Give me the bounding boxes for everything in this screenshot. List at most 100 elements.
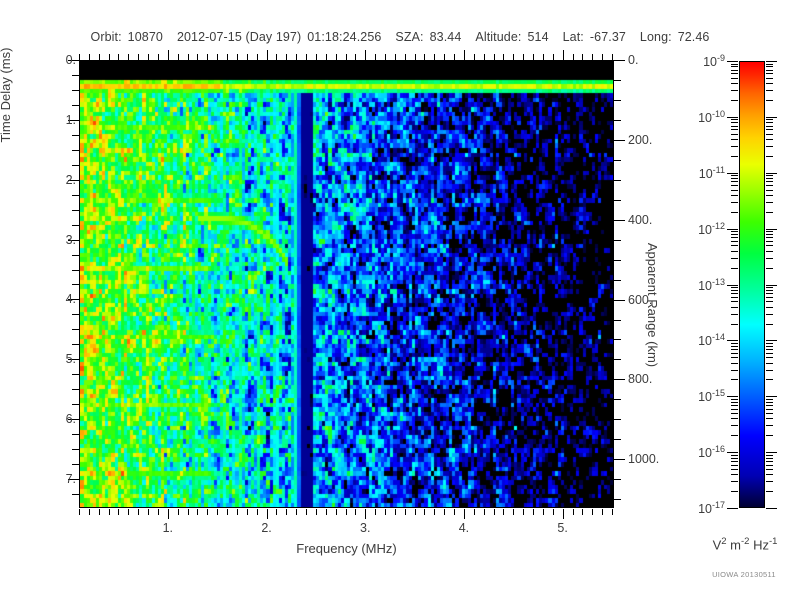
colorbar-tick [731,66,738,68]
colorbar-tick [766,181,773,183]
axis-tick [306,54,308,60]
colorbar-tick [766,257,773,259]
axis-tick [614,179,621,181]
axis-tick [72,254,79,256]
axis-tick-label: 0. [65,53,76,67]
axis-tick [79,54,80,60]
colorbar-tick [731,211,738,213]
axis-tick [552,509,554,515]
axis-tick-label: 3. [360,521,371,535]
axis-tick [296,509,298,515]
colorbar-tick [766,340,777,342]
sza-label: SZA: [395,30,424,44]
colorbar-tick [766,119,773,121]
colorbar-tick [766,362,773,364]
axis-tick [72,404,79,406]
axis-tick [72,284,79,286]
axis-tick-label: 4. [65,292,76,307]
axis-tick-label: 7. [65,472,76,487]
observation-date: 2012-07-15 (Day 197) [176,30,302,44]
colorbar-tick [766,460,773,462]
colorbar-tick [731,349,738,351]
colorbar-tick [731,313,738,315]
colorbar-tick [731,454,738,456]
credit-text: UIOWA 20130511 [712,570,776,579]
axis-tick [384,509,386,515]
colorbar-tick [731,257,738,259]
axis-tick [513,54,515,60]
axis-tick [72,134,79,136]
axis-tick [325,509,327,515]
colorbar-tick [766,125,773,127]
axis-tick [562,50,564,60]
colorbar-tick [731,306,738,308]
axis-tick [207,54,209,60]
axis-tick [404,54,406,60]
axis-tick [542,509,544,515]
colorbar-tick [731,425,738,427]
colorbar-tick [731,468,738,470]
colorbar-tick [766,468,773,470]
colorbar-tick [766,231,773,233]
axis-tick [473,54,475,60]
longitude-value: 72.46 [677,30,710,44]
colorbar-tick [766,413,773,415]
axis-tick [72,464,79,466]
colorbar-tick [731,289,738,291]
axis-tick [217,54,219,60]
axis-tick [614,279,621,281]
axis-tick-label: 400. [628,212,653,227]
axis-tick [296,54,298,60]
colorbar-tick [731,464,738,466]
colorbar-tick [731,189,738,191]
axis-tick [572,54,574,60]
axis-tick [79,509,80,515]
colorbar-tick [766,146,773,148]
frequency-axis-title: Frequency (MHz) [296,541,397,556]
axis-tick [118,54,120,60]
axis-tick [614,359,621,361]
colorbar-tick [766,345,773,347]
axis-tick [286,54,288,60]
axis-tick [503,54,505,60]
colorbar-tick [766,454,773,456]
colorbar-tick-label: 10-17 [698,499,725,517]
colorbar-tick [731,122,738,124]
colorbar-tick [731,408,738,410]
axis-tick-label: 5. [65,352,76,367]
axis-tick-label: 1. [65,112,76,127]
apparent-range-axis-title: Apparent Range (km) [645,242,660,368]
axis-tick [72,329,79,331]
colorbar-tick [731,342,738,344]
longitude-label: Long: [639,30,672,44]
colorbar-tick [731,83,738,85]
colorbar-tick [731,175,738,177]
colorbar-tick [766,401,773,403]
colorbar-tick [766,189,773,191]
colorbar-tick [731,267,738,269]
colorbar-tick [766,508,777,509]
axis-tick [614,199,621,201]
colorbar-tick [731,133,738,135]
colorbar-tick [766,404,773,406]
sza-value: 83.44 [429,30,462,44]
axis-tick-label: 5. [557,521,568,535]
axis-tick [614,479,621,481]
colorbar-tick [766,211,773,213]
axis-tick [68,359,79,361]
colorbar-tick [766,234,773,236]
colorbar-unit-label: V2 m-2 Hz-1 [712,536,778,553]
colorbar-tick [766,172,777,174]
colorbar-tick [727,340,738,342]
colorbar-tick [727,452,738,454]
axis-tick [614,259,621,261]
time-delay-axis: 0. 1. 2. 3. 4. 5. 6. 7. [66,53,80,508]
colorbar-tick [731,129,738,131]
axis-tick [572,509,574,515]
colorbar-tick [731,301,738,303]
axis-tick [276,54,278,60]
axis-tick [614,79,621,81]
colorbar-tick [766,301,773,303]
axis-tick-label: 600. [628,292,653,307]
axis-tick-label: 0. [628,53,639,67]
